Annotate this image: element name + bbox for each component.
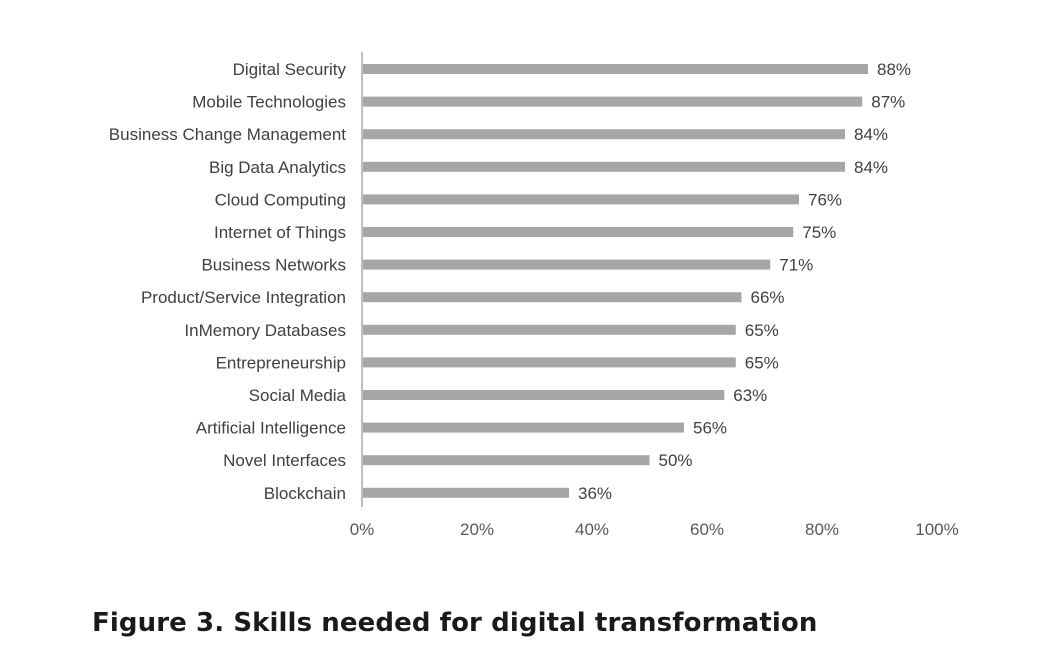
category-label-inmemory-databases: InMemory Databases	[184, 321, 346, 340]
bar-digital-security	[363, 64, 868, 74]
x-tick-label-60: 60%	[690, 520, 724, 539]
category-label-digital-security: Digital Security	[233, 60, 347, 79]
category-label-novel-interfaces: Novel Interfaces	[223, 451, 346, 470]
value-label-product-service-integration: 66%	[751, 288, 785, 307]
bar-business-networks	[363, 259, 771, 270]
x-axis-ticks: 0% 20% 40% 60% 80% 100%	[350, 520, 959, 539]
value-label-business-networks: 71%	[779, 256, 813, 275]
value-label-mobile-technologies: 87%	[871, 93, 905, 112]
value-label-social-media: 63%	[733, 386, 767, 405]
value-label-big-data-analytics: 84%	[854, 158, 888, 177]
figure-caption: Figure 3. Skills needed for digital tran…	[92, 608, 818, 638]
value-label-entrepreneurship: 65%	[745, 353, 779, 372]
value-labels: 88% 87% 84% 84% 76% 75% 71% 66% 65% 65% 63% 56%50% 3…	[578, 60, 911, 503]
category-label-blockchain: Blockchain	[264, 484, 346, 503]
category-label-internet-of-things: Internet of Things	[214, 223, 346, 242]
bar-novel-interfaces	[363, 455, 650, 466]
category-label-business-networks: Business Networks	[201, 256, 346, 275]
bar-social-media	[363, 390, 725, 400]
bar-business-change-management	[363, 129, 845, 140]
category-label-mobile-technologies: Mobile Technologies	[192, 93, 346, 112]
category-label-product-service-integration: Product/Service Integration	[141, 288, 346, 307]
bar-big-data-analytics	[363, 161, 845, 172]
chart-area: Digital Security Mobile Technologies Busin…	[109, 52, 959, 539]
bar-artificial-intelligence	[363, 422, 684, 433]
value-label-digital-security: 88%	[877, 60, 911, 79]
value-label-internet-of-things: 75%	[802, 223, 836, 242]
bar-internet-of-things	[363, 227, 794, 237]
category-labels: Digital Security Mobile Technologies Busin…	[109, 60, 347, 503]
x-tick-label-100: 100%	[915, 520, 958, 539]
bar-entrepreneurship	[363, 357, 736, 368]
value-label-business-change-management: 84%	[854, 125, 888, 144]
category-label-social-media: Social Media	[249, 386, 347, 405]
bar-inmemory-databases	[363, 324, 736, 335]
x-tick-label-80: 80%	[805, 520, 839, 539]
x-tick-label-40: 40%	[575, 520, 609, 539]
bar-mobile-technologies	[363, 96, 863, 107]
category-label-cloud-computing: Cloud Computing	[215, 190, 346, 209]
value-label-cloud-computing: 76%	[808, 190, 842, 209]
bar-blockchain	[363, 487, 569, 498]
category-label-artificial-intelligence: Artificial Intelligence	[196, 419, 346, 438]
x-tick-label-20: 20%	[460, 520, 494, 539]
value-label-artificial-intelligence: 56%	[693, 419, 727, 438]
bar-product-service-integration	[363, 292, 742, 303]
category-label-entrepreneurship: Entrepreneurship	[216, 353, 346, 372]
value-label-blockchain: 36%	[578, 484, 612, 503]
bar-cloud-computing	[363, 194, 799, 205]
bar-chart: Digital Security Mobile Technologies Busin…	[109, 52, 959, 539]
value-label-inmemory-databases: 65%	[745, 321, 779, 340]
bars-layer	[363, 64, 868, 498]
x-tick-label-0: 0%	[350, 520, 375, 539]
value-label-novel-interfaces: 50%	[659, 451, 693, 470]
category-label-big-data-analytics: Big Data Analytics	[209, 158, 346, 177]
category-label-business-change-management: Business Change Management	[109, 125, 346, 144]
